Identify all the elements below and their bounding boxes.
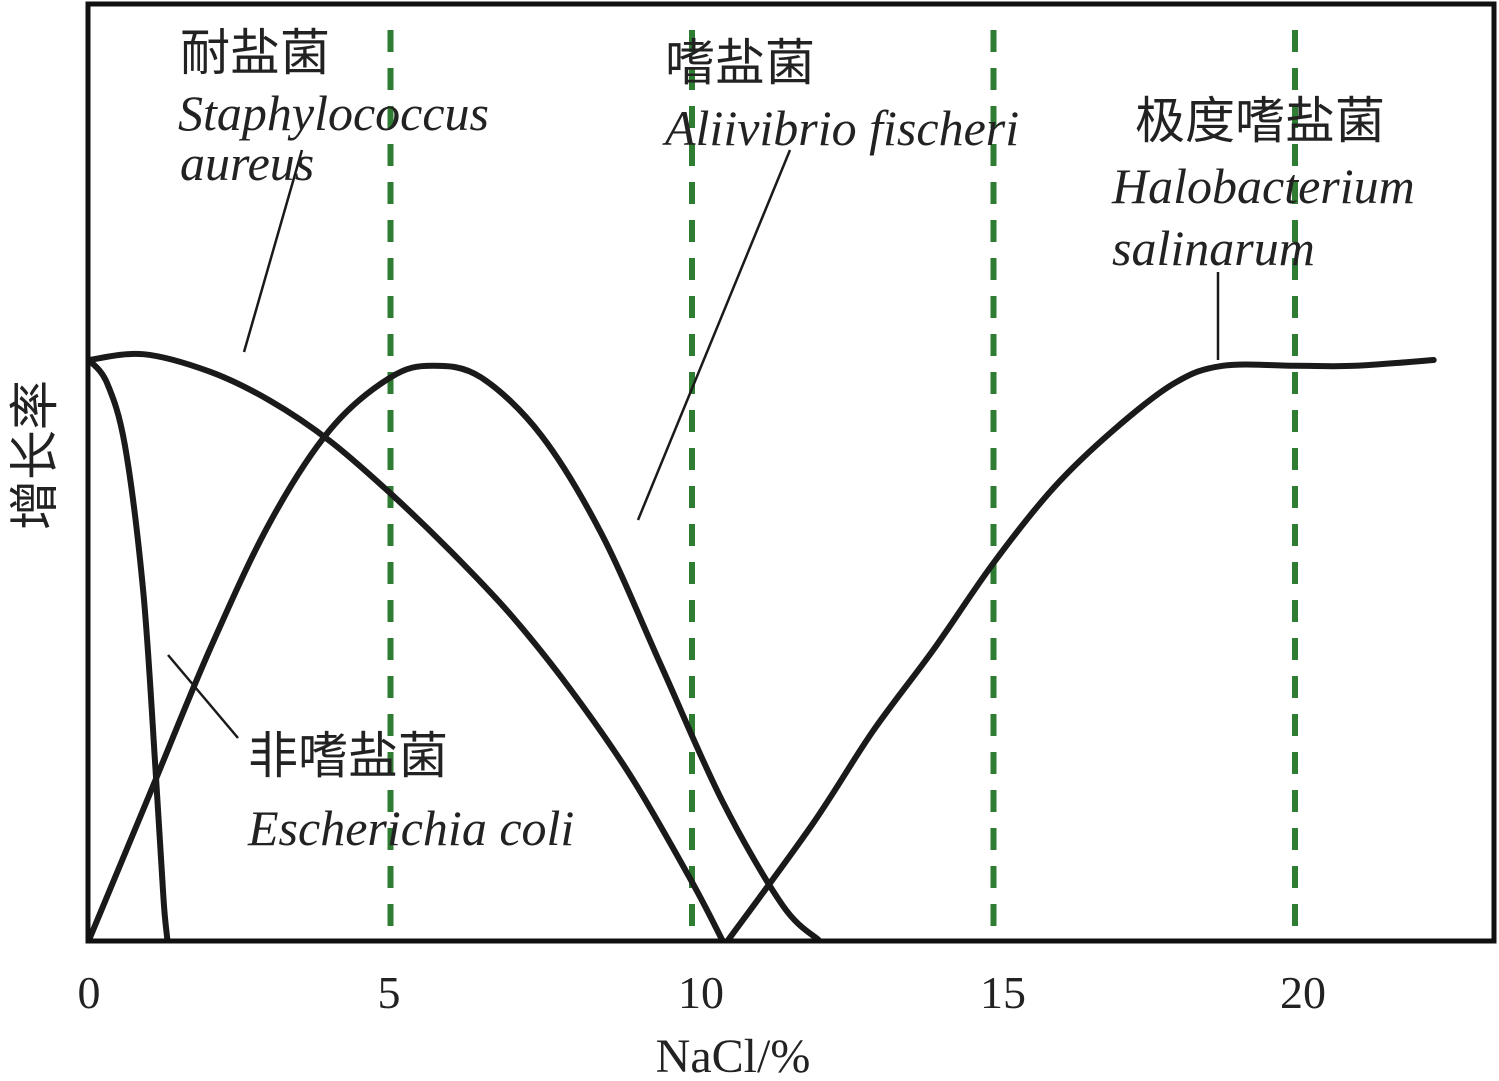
label-halobacterium-latin-1: Halobacterium	[1111, 158, 1415, 214]
curve-aliivibrio-fischeri	[86, 362, 822, 943]
label-halobacterium-latin-2: salinarum	[1112, 220, 1315, 276]
y-axis-title: 增长率	[6, 380, 64, 530]
label-staph-cn: 耐盐菌	[180, 24, 330, 82]
curve-halobacterium-salinarum	[725, 357, 1437, 943]
curve-staphylococcus-aureus	[86, 350, 726, 943]
curve-escherichia-coli	[86, 357, 171, 943]
plot-frame	[85, 1, 1497, 944]
leader-escherichia	[167, 654, 239, 739]
label-ecoli-cn: 非嗜盐菌	[248, 727, 448, 785]
x-tick-label: 10	[678, 967, 724, 1018]
label-halobacterium-cn: 极度嗜盐菌	[1135, 92, 1385, 150]
label-aliivibrio-cn: 嗜盐菌	[665, 34, 815, 92]
label-ecoli-latin: Escherichia coli	[247, 800, 574, 856]
x-tick-label: 20	[1280, 967, 1326, 1018]
label-staph-latin-2: aureus	[180, 135, 314, 191]
x-tick-label: 0	[78, 967, 101, 1018]
series-curves	[86, 350, 1437, 943]
label-staph-latin-1: Staphylococcus	[178, 85, 489, 141]
series-labels: 耐盐菌 Staphylococcus aureus 嗜盐菌 Aliivibrio…	[178, 24, 1415, 856]
x-tick-label: 15	[980, 967, 1026, 1018]
x-tick-labels: 0 5 10 15 20	[78, 967, 1327, 1018]
x-axis-title: NaCl/%	[656, 1030, 811, 1081]
leader-staphylococcus	[242, 149, 304, 353]
leader-lines	[167, 149, 1220, 739]
leader-aliivibrio	[636, 149, 792, 521]
label-aliivibrio-latin: Aliivibrio fischeri	[662, 100, 1019, 156]
x-tick-label: 5	[378, 967, 401, 1018]
